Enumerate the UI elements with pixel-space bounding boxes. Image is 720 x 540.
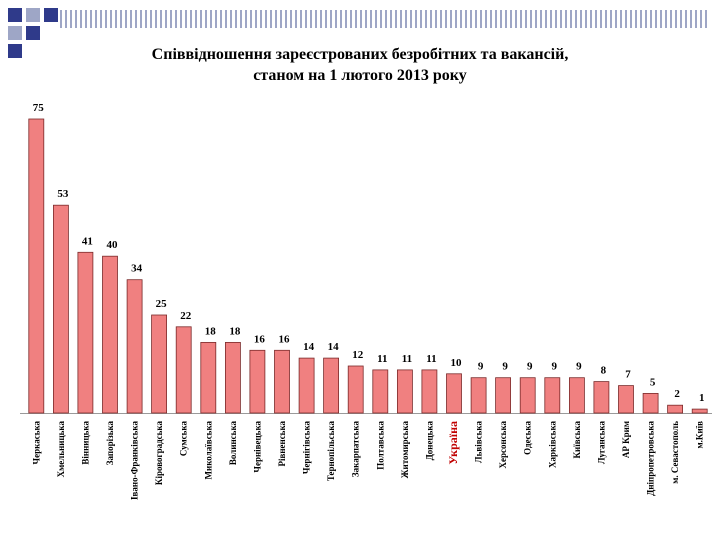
category-label-15: Полтавська — [375, 421, 385, 470]
bar-25 — [618, 385, 634, 414]
data-label-12: 14 — [303, 341, 315, 353]
data-label-4: 40 — [107, 239, 119, 251]
category-label-19: Львівська — [474, 421, 484, 464]
bar-13 — [323, 357, 340, 414]
data-label-6: 25 — [156, 298, 168, 310]
category-label-22: Харківська — [547, 421, 557, 468]
data-label-26: 5 — [650, 376, 656, 388]
data-label-20: 9 — [502, 361, 508, 373]
bar-26 — [642, 392, 659, 414]
data-label-15: 11 — [377, 353, 387, 365]
data-label-18: 10 — [451, 357, 463, 369]
category-label-18: Україна — [446, 421, 460, 465]
bar-11 — [274, 349, 290, 414]
category-label-14: Закарпатська — [351, 421, 361, 478]
bar-1 — [28, 118, 45, 414]
data-label-9: 18 — [229, 325, 241, 337]
category-label-6: Кіровоградська — [154, 421, 164, 486]
bar-19 — [470, 377, 487, 414]
data-label-13: 14 — [328, 341, 340, 353]
deco-square-4 — [26, 26, 40, 40]
bar-9 — [224, 341, 241, 414]
data-label-22: 9 — [552, 361, 558, 373]
bar-14 — [347, 365, 364, 414]
data-label-2: 53 — [57, 188, 69, 200]
data-label-10: 16 — [254, 333, 266, 345]
category-label-1: Черкаська — [31, 421, 41, 465]
category-label-4: Запорізька — [105, 421, 115, 466]
bar-17 — [421, 369, 438, 414]
data-label-14: 12 — [352, 349, 364, 361]
bar-5 — [126, 279, 143, 414]
bar-28 — [691, 408, 708, 414]
chart-title-line-2: станом на 1 лютого 2013 року — [253, 67, 467, 84]
data-label-24: 8 — [601, 365, 607, 377]
data-label-17: 11 — [426, 353, 436, 365]
bar-27 — [667, 404, 683, 414]
chart-title-line-1: Співвідношення зареєстрованих безробітни… — [151, 46, 569, 63]
category-label-20: Херсонська — [498, 421, 508, 469]
data-label-1: 75 — [33, 102, 45, 114]
bar-6 — [151, 314, 168, 414]
data-label-16: 11 — [402, 353, 412, 365]
category-label-13: Тернопільська — [326, 421, 336, 482]
category-label-17: Донецька — [424, 421, 434, 461]
data-label-8: 18 — [205, 325, 217, 337]
category-label-26: Дніпропетровська — [646, 421, 656, 496]
data-label-21: 9 — [527, 361, 533, 373]
bar-23 — [569, 377, 585, 414]
bar-8 — [200, 341, 217, 414]
data-label-25: 7 — [625, 369, 631, 381]
category-label-7: Сумська — [179, 421, 189, 457]
category-label-25: АР Крим — [621, 421, 631, 458]
deco-square-2 — [26, 8, 40, 22]
category-label-12: Чернігівська — [302, 421, 312, 475]
data-label-28: 1 — [699, 392, 705, 404]
data-label-3: 41 — [82, 235, 93, 247]
bar-20 — [495, 377, 512, 414]
category-label-8: Миколаївська — [203, 421, 213, 480]
data-label-19: 9 — [478, 361, 484, 373]
category-label-16: Житомирська — [400, 421, 410, 479]
deco-square-1 — [8, 8, 22, 22]
bar-10 — [249, 349, 266, 414]
category-label-23: Київська — [572, 421, 582, 459]
deco-square-5 — [44, 8, 58, 22]
bar-2 — [53, 204, 69, 414]
bar-22 — [544, 377, 561, 414]
data-label-23: 9 — [576, 361, 582, 373]
category-label-2: Хмельницька — [56, 421, 66, 478]
deco-square-6 — [8, 44, 22, 58]
category-label-11: Рівненська — [277, 421, 287, 467]
data-label-11: 16 — [279, 333, 291, 345]
category-label-28: м.Київ — [695, 421, 705, 449]
category-label-5: Івано-Франківська — [130, 421, 140, 500]
bar-16 — [396, 369, 413, 414]
bar-4 — [102, 255, 118, 414]
chart-title: Співвідношення зареєстрованих безробітни… — [60, 44, 660, 86]
deco-square-3 — [8, 26, 22, 40]
bar-15 — [372, 369, 389, 414]
category-label-9: Волинська — [228, 421, 238, 466]
bar-3 — [77, 251, 94, 414]
bar-7 — [175, 326, 192, 414]
data-label-5: 34 — [131, 263, 143, 275]
category-label-10: Чернівецька — [252, 421, 262, 473]
data-label-27: 2 — [674, 388, 680, 400]
header-stripe — [60, 10, 710, 28]
bar-12 — [298, 357, 315, 414]
bar-24 — [593, 381, 610, 414]
category-label-21: Одеська — [523, 421, 533, 455]
bar-21 — [519, 377, 536, 414]
bar-18 — [446, 373, 462, 414]
category-label-3: Вінницька — [80, 421, 90, 465]
category-label-27: м. Севастополь — [670, 421, 680, 484]
data-label-7: 22 — [180, 310, 192, 322]
category-label-24: Луганська — [596, 421, 606, 465]
